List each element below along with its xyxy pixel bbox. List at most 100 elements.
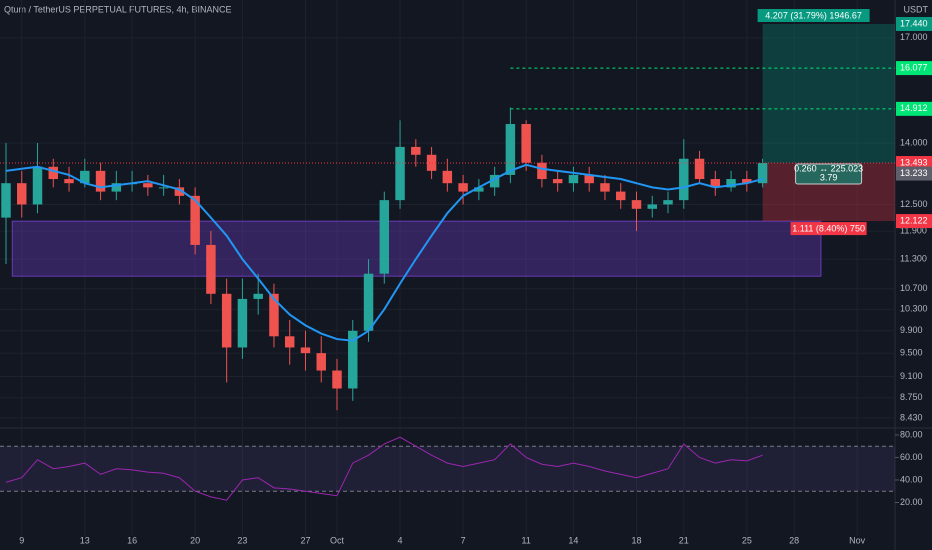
candle-body <box>64 179 74 184</box>
zone <box>11 220 822 277</box>
candle-body <box>568 174 579 184</box>
y-tick-label: 9.900 <box>900 325 923 335</box>
candle-body <box>521 124 531 163</box>
price-badge-label: 13.493 <box>900 157 928 167</box>
candle-body <box>600 183 610 192</box>
x-tick-label: 9 <box>19 535 24 545</box>
x-tick-label: Oct <box>330 535 345 545</box>
stop-label: 1.111 (8.40%) 750 <box>792 223 865 233</box>
candle-body <box>647 204 657 209</box>
price-badge-label: 13.233 <box>900 168 928 178</box>
y-tick-label: 8.430 <box>900 412 923 422</box>
candle-body <box>284 336 295 348</box>
candle-body <box>95 170 106 192</box>
candle-body <box>111 183 122 192</box>
candle-body <box>474 187 484 192</box>
target-label-box <box>757 9 870 23</box>
center-label: 3.79 <box>820 172 838 182</box>
price-badge <box>896 214 932 229</box>
price-badge-label: 12.122 <box>900 215 928 225</box>
candle-body <box>332 370 342 389</box>
y-tick-label: 9.100 <box>900 371 923 381</box>
price-badge-label: 14.912 <box>900 103 928 113</box>
rsi-line <box>5 436 763 501</box>
center-label-box <box>795 163 863 185</box>
candle-body <box>206 244 216 294</box>
candle-body <box>237 298 248 348</box>
x-tick-label: 7 <box>461 535 466 545</box>
x-tick-label: 25 <box>742 535 752 545</box>
moving-average <box>5 163 763 342</box>
candle-body <box>631 200 642 209</box>
x-tick-label: 28 <box>789 535 799 545</box>
candle-body <box>552 179 563 184</box>
candle-body <box>363 273 374 331</box>
x-tick-label: 18 <box>631 535 641 545</box>
rsi-tick-label: 40.00 <box>900 474 923 484</box>
x-tick-label: 4 <box>398 535 403 545</box>
x-tick-label: 21 <box>679 535 689 545</box>
candle-body <box>32 166 43 205</box>
x-tick-label: 11 <box>521 535 530 545</box>
currency: USDT <box>904 4 929 14</box>
candle-body <box>411 146 421 155</box>
y-tick-label: 12.500 <box>900 199 928 209</box>
candle-body <box>190 195 200 245</box>
y-tick-label: 10.700 <box>900 283 928 293</box>
candle-body <box>143 183 153 188</box>
price-badge-label: 17.440 <box>900 18 928 28</box>
x-tick-label: 14 <box>568 535 578 545</box>
y-tick-label: 10.300 <box>900 304 928 314</box>
target-label: 4.207 (31.79%) 1946.67 <box>765 10 862 20</box>
candle-body <box>694 158 705 180</box>
y-tick-label: 9.500 <box>900 348 923 358</box>
price-badge-label: 16.077 <box>900 62 928 72</box>
candle-body <box>458 183 468 192</box>
candle-body <box>269 293 279 337</box>
candle-body <box>17 183 27 205</box>
rsi-band <box>0 446 895 492</box>
candle-body <box>348 330 358 389</box>
candle-body <box>316 353 326 371</box>
candle-body <box>379 200 390 274</box>
candle-body <box>505 124 516 175</box>
chart-title: Qtum / TetherUS PERPETUAL FUTURES, 4h, B… <box>4 4 232 14</box>
y-tick-label: 11.300 <box>900 254 927 264</box>
candle-body <box>726 179 736 188</box>
candle-body <box>1 183 11 218</box>
candle-body <box>663 200 673 205</box>
price-badge <box>896 17 932 32</box>
candle-body <box>395 146 405 201</box>
candle-body <box>80 170 90 184</box>
candle-body <box>253 293 263 299</box>
y-tick-label: 17.000 <box>900 32 928 42</box>
candle-body <box>300 347 311 354</box>
rsi-tick-label: 20.00 <box>900 497 923 507</box>
price-badge <box>896 166 932 181</box>
price-badge <box>896 101 932 116</box>
x-tick-label: 27 <box>300 535 310 545</box>
candle-body <box>48 166 59 180</box>
y-tick-label: 11.900 <box>900 225 927 235</box>
x-tick-label: 23 <box>237 535 247 545</box>
rsi-tick-label: 60.00 <box>900 452 923 462</box>
candle-body <box>221 293 232 348</box>
x-tick-label: Nov <box>849 535 866 545</box>
candle-body <box>442 170 453 184</box>
y-tick-label: 14.000 <box>900 137 928 147</box>
candle-body <box>710 179 721 188</box>
candle-body <box>757 163 768 184</box>
center-label: 0.260 ↔ 225.023 <box>794 163 863 173</box>
candle-body <box>489 174 500 188</box>
candle-body <box>584 174 594 184</box>
x-tick-label: 20 <box>190 535 200 545</box>
candle-body <box>158 187 169 189</box>
candle-body <box>537 162 547 180</box>
candle-body <box>616 191 626 201</box>
y-tick-label: 8.750 <box>900 392 923 402</box>
price-badge <box>896 61 932 76</box>
rsi-tick-label: 80.00 <box>900 429 923 439</box>
